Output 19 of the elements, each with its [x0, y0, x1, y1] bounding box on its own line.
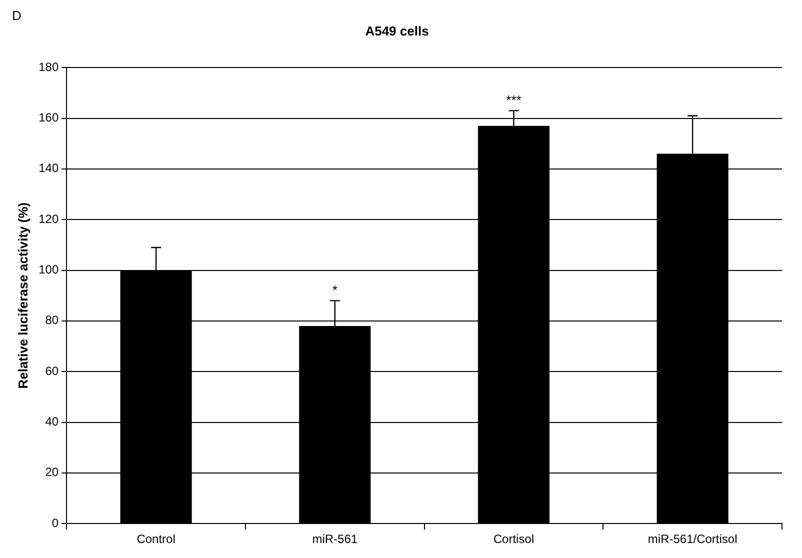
y-tick-label: 0 — [52, 516, 59, 530]
y-tick-label: 140 — [38, 161, 59, 176]
y-tick-label: 100 — [38, 262, 59, 277]
y-tick-label: 120 — [38, 212, 59, 226]
text: D — [12, 8, 22, 24]
x-tick-label: Cortisol — [493, 532, 534, 546]
y-tick-label: 80 — [45, 313, 59, 328]
chart-title: A549 cells — [365, 23, 429, 38]
annotation: * — [332, 282, 338, 298]
x-tick-label: Control — [136, 532, 176, 546]
x-tick-label: miR-561/Cortisol — [648, 532, 738, 546]
y-axis-title: Relative luciferase activity (%) — [15, 202, 30, 389]
annotation: *** — [506, 92, 522, 108]
y-tick-label: 180 — [38, 60, 59, 74]
y-tick-label: 160 — [38, 110, 59, 125]
y-tick-label: 40 — [45, 414, 59, 429]
y-tick-label: 60 — [45, 364, 59, 378]
y-tick-label: 20 — [45, 465, 59, 480]
x-tick-label: miR-561 — [312, 532, 358, 546]
